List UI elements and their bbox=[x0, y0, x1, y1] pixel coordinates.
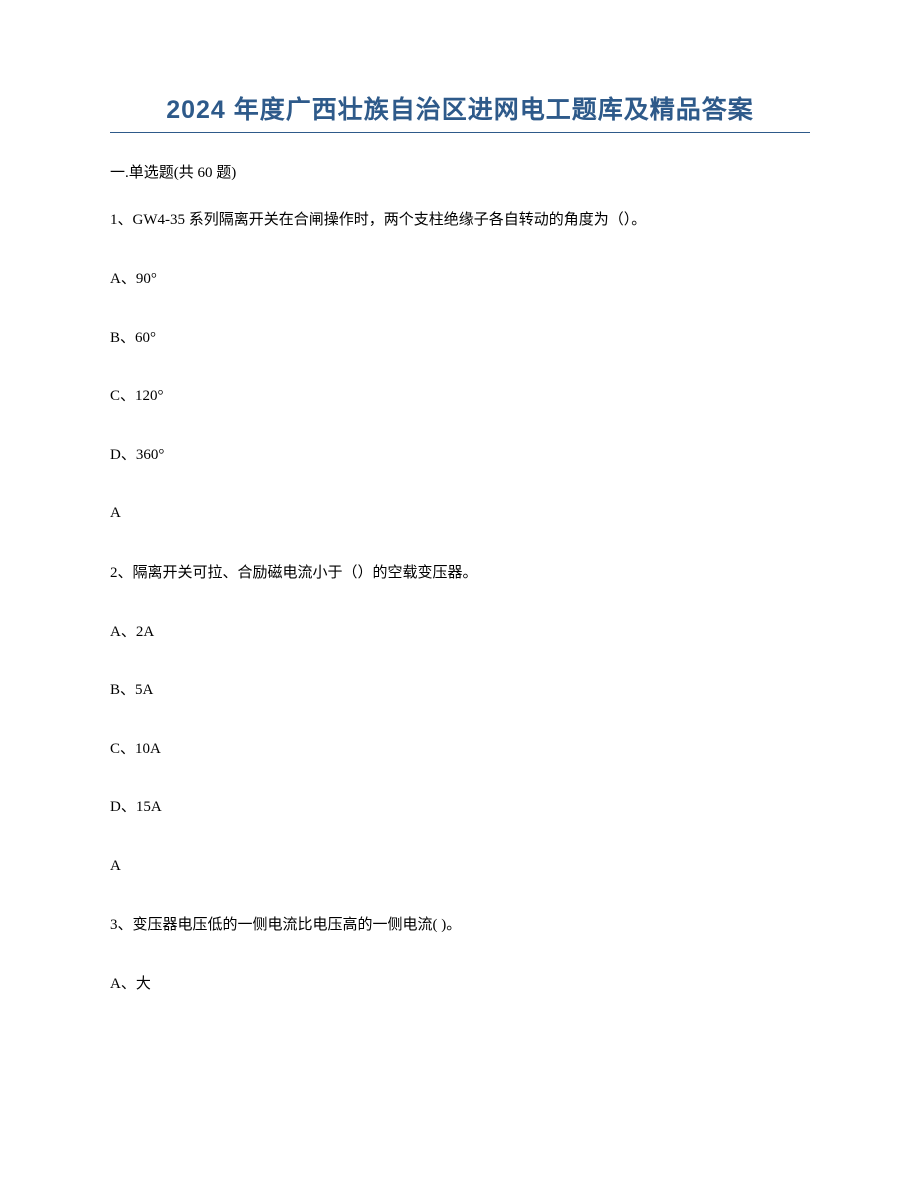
question-number: 3、 bbox=[110, 917, 133, 933]
question-stem: GW4-35 系列隔离开关在合闸操作时，两个支柱绝缘子各自转动的角度为（）。 bbox=[133, 212, 647, 228]
question-2-option-b: B、5A bbox=[110, 679, 810, 702]
question-1-option-d: D、360° bbox=[110, 444, 810, 467]
question-1-option-c: C、120° bbox=[110, 385, 810, 408]
question-3-option-a: A、大 bbox=[110, 973, 810, 996]
question-1-option-a: A、90° bbox=[110, 268, 810, 291]
question-2-answer: A bbox=[110, 855, 810, 878]
question-number: 2、 bbox=[110, 565, 133, 581]
question-number: 1、 bbox=[110, 212, 133, 228]
question-2-option-d: D、15A bbox=[110, 796, 810, 819]
section-heading: 一.单选题(共 60 题) bbox=[110, 161, 810, 182]
question-2-option-a: A、2A bbox=[110, 621, 810, 644]
title-underline bbox=[110, 132, 810, 133]
question-stem: 隔离开关可拉、合励磁电流小于（）的空载变压器。 bbox=[133, 565, 478, 581]
question-1-answer: A bbox=[110, 502, 810, 525]
question-3-text: 3、变压器电压低的一侧电流比电压高的一侧电流( )。 bbox=[110, 913, 810, 937]
question-2-text: 2、隔离开关可拉、合励磁电流小于（）的空载变压器。 bbox=[110, 561, 810, 585]
document-title: 2024 年度广西壮族自治区进网电工题库及精品答案 bbox=[110, 90, 810, 126]
question-1-text: 1、GW4-35 系列隔离开关在合闸操作时，两个支柱绝缘子各自转动的角度为（）。 bbox=[110, 208, 810, 232]
question-stem: 变压器电压低的一侧电流比电压高的一侧电流( )。 bbox=[133, 917, 462, 933]
question-2-option-c: C、10A bbox=[110, 738, 810, 761]
question-1-option-b: B、60° bbox=[110, 327, 810, 350]
